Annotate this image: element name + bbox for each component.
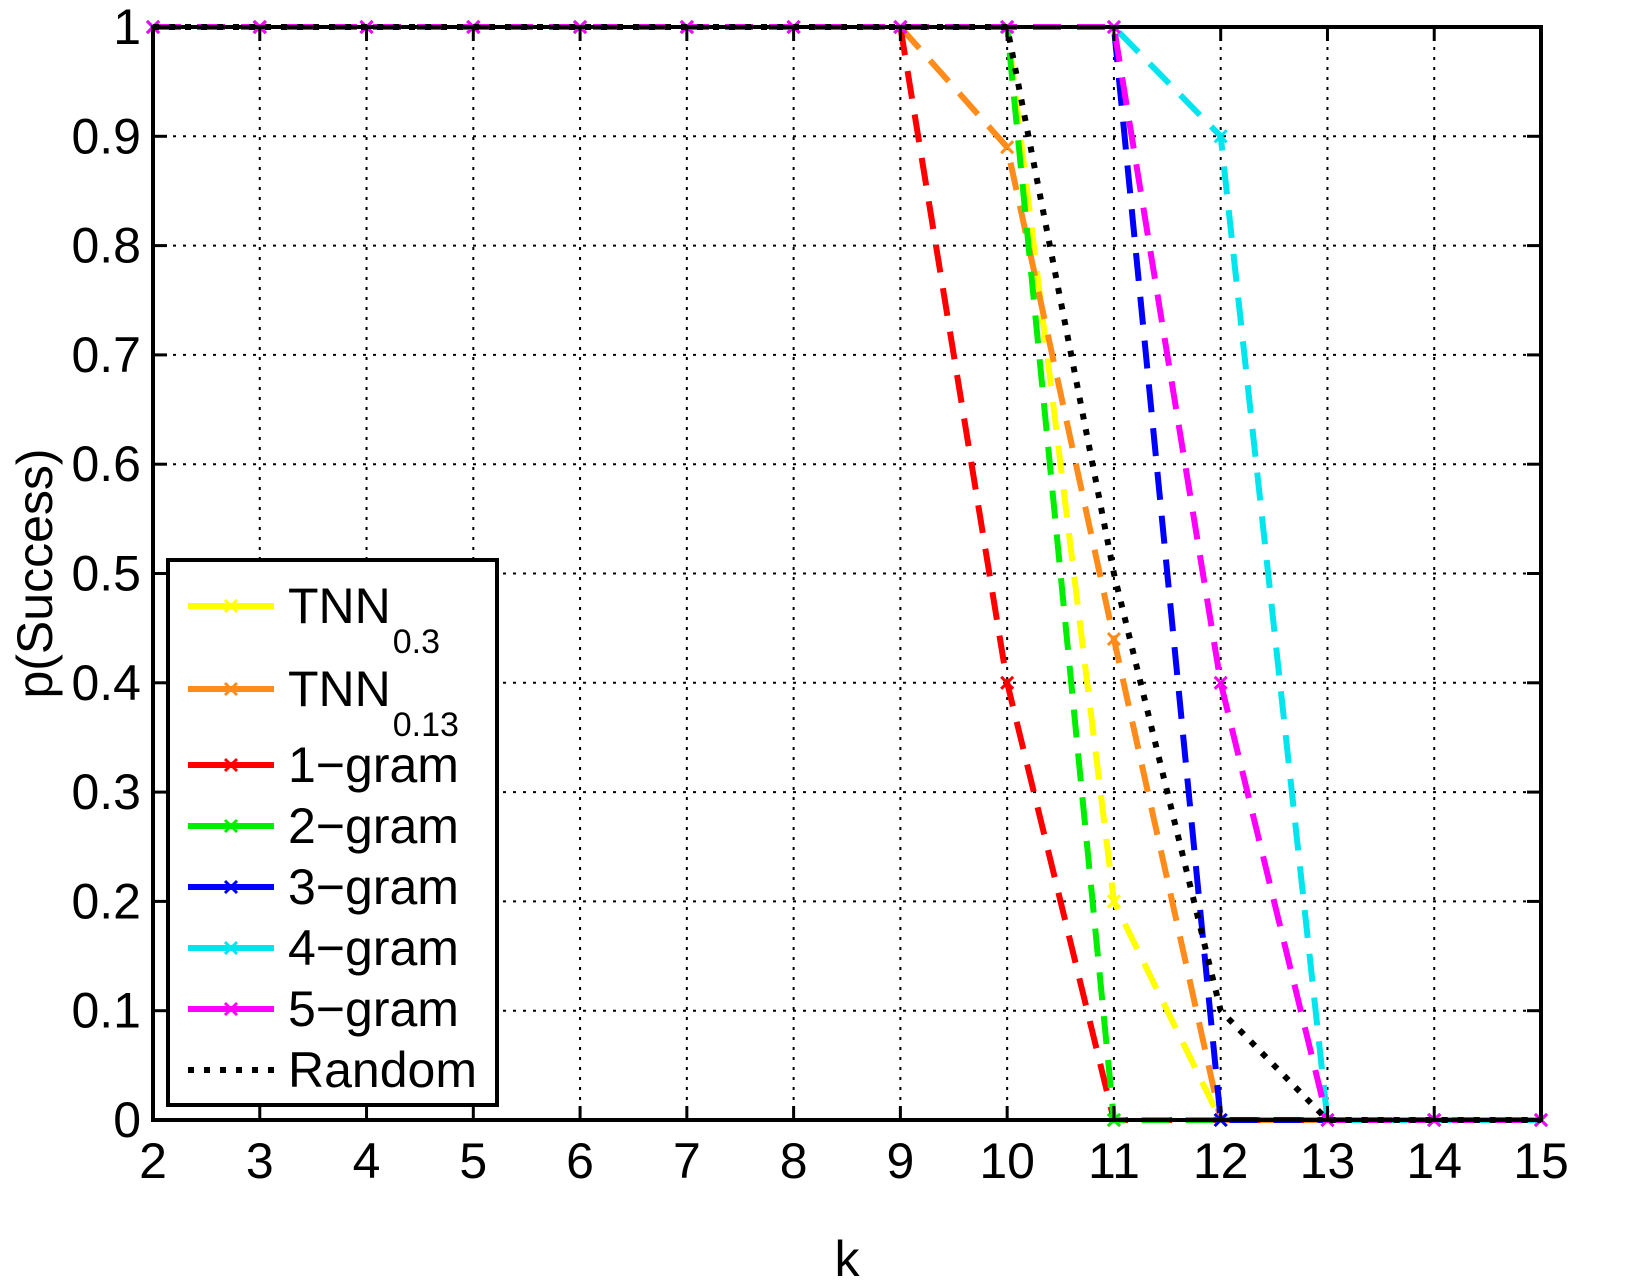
x-tick-label: 15 xyxy=(1513,1133,1569,1189)
x-tick-label: 5 xyxy=(459,1133,487,1189)
y-tick-label: 0.3 xyxy=(71,764,141,820)
legend-item: Random xyxy=(188,1042,477,1098)
legend-item: 4−gram xyxy=(188,920,459,976)
data-point xyxy=(1000,675,1015,690)
legend-label: 4−gram xyxy=(288,920,459,976)
y-tick-label: 0.8 xyxy=(71,218,141,274)
x-tick-label: 14 xyxy=(1406,1133,1462,1189)
x-tick-label: 13 xyxy=(1300,1133,1356,1189)
x-tick-label: 8 xyxy=(780,1133,808,1189)
legend-label: Random xyxy=(288,1042,477,1098)
legend-item: 5−gram xyxy=(188,981,459,1037)
x-tick-label: 9 xyxy=(886,1133,914,1189)
y-tick-label: 0.5 xyxy=(71,546,141,602)
x-axis-tick-labels: 2 3 4 5 6 7 8 9 10 11 12 13 14 15 xyxy=(139,1133,1569,1189)
y-tick-label: 0.6 xyxy=(71,436,141,492)
x-tick-label: 12 xyxy=(1193,1133,1249,1189)
y-tick-label: 0.1 xyxy=(71,983,141,1039)
x-tick-label: 11 xyxy=(1088,1133,1140,1189)
y-tick-label: 0.7 xyxy=(71,327,141,383)
legend-item: 2−gram xyxy=(188,798,459,854)
x-tick-label: 3 xyxy=(246,1133,274,1189)
data-point xyxy=(1213,129,1228,144)
legend-label: 2−gram xyxy=(288,798,459,854)
data-point xyxy=(1106,632,1121,647)
legend-item: 1−gram xyxy=(188,737,459,793)
y-tick-label: 0.4 xyxy=(71,655,141,711)
y-tick-label: 0 xyxy=(113,1092,141,1148)
x-tick-label: 7 xyxy=(673,1133,701,1189)
legend-label: 5−gram xyxy=(288,981,459,1037)
data-point xyxy=(1106,894,1121,909)
legend: TNN0.3TNN0.131−gram2−gram3−gram4−gram5−g… xyxy=(166,558,499,1107)
y-tick-label: 1 xyxy=(113,0,141,55)
data-point xyxy=(1213,675,1228,690)
x-axis-label: k xyxy=(835,1231,861,1284)
axis-ticks xyxy=(151,25,1543,1122)
y-axis-label: p(Success) xyxy=(7,448,63,698)
y-tick-label: 0.2 xyxy=(71,873,141,929)
x-tick-label: 4 xyxy=(353,1133,381,1189)
legend-label: 3−gram xyxy=(288,859,459,915)
legend-item: 3−gram xyxy=(188,859,459,915)
y-tick-label: 0.9 xyxy=(71,108,141,164)
y-axis-tick-labels: 0 0.1 0.2 0.3 0.4 0.5 0.6 0.7 0.8 0.9 1 xyxy=(71,0,141,1148)
x-tick-label: 10 xyxy=(979,1133,1035,1189)
x-tick-label: 6 xyxy=(566,1133,594,1189)
data-point xyxy=(1000,140,1015,155)
legend-box xyxy=(166,558,499,1107)
x-tick-label: 2 xyxy=(139,1133,167,1189)
legend-label: 1−gram xyxy=(288,737,459,793)
